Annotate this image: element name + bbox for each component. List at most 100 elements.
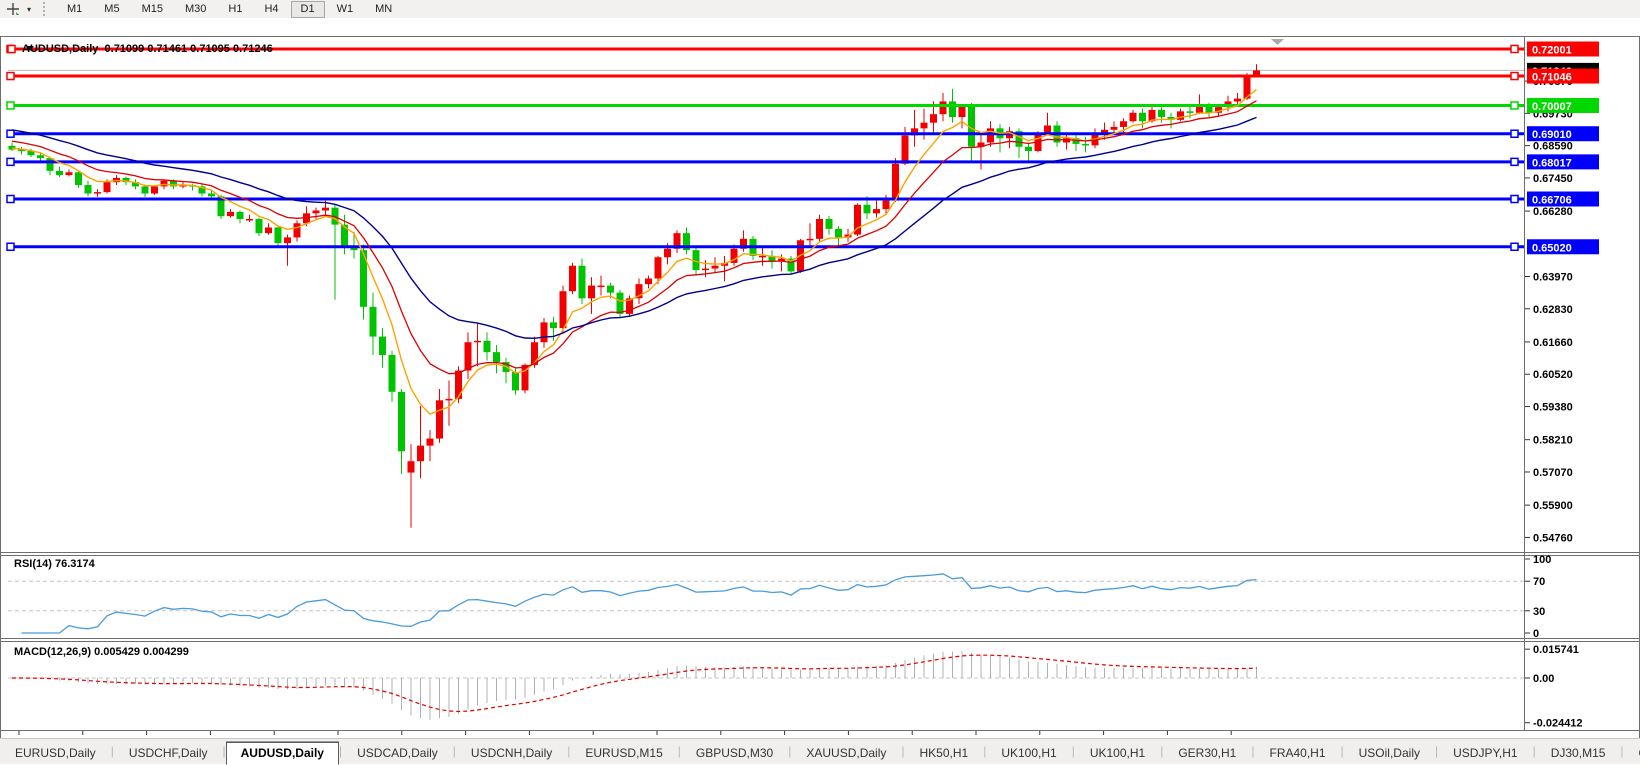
tab-separator: | [1434, 743, 1439, 758]
candle-body [350, 247, 358, 251]
candle-body [968, 105, 975, 147]
hline-handle[interactable] [1510, 71, 1519, 81]
tab-ger30-h1[interactable]: GER30,H1 [1178, 746, 1237, 760]
hline-handle[interactable] [6, 71, 15, 81]
candle-body [132, 182, 139, 187]
candle-body [170, 180, 177, 187]
tab-xauusd-daily[interactable]: XAUUSD,Daily [806, 746, 887, 760]
price-level-tag[interactable] [1527, 154, 1599, 170]
price-level-tag-label: 0.66706 [1532, 195, 1572, 207]
candle-body [730, 248, 738, 263]
tf-button-H4[interactable]: H4 [264, 2, 279, 15]
candle-body [911, 128, 918, 136]
price-tick-label: 0.62830 [1533, 304, 1573, 316]
candle-body [65, 172, 73, 176]
chevron-down-icon[interactable]: ▾ [26, 4, 31, 14]
tf-button-M1[interactable]: M1 [67, 2, 83, 15]
tab-audusd-daily[interactable]: AUDUSD,Daily [225, 742, 339, 765]
candle-body [939, 101, 947, 115]
hline-handle[interactable] [1510, 242, 1519, 252]
crosshair-icon[interactable] [3, 1, 23, 17]
chart-window: 0.708700.697300.685900.674500.662800.639… [0, 18, 1640, 756]
price-level-tag[interactable] [1527, 68, 1599, 84]
candle-body [103, 182, 111, 193]
hline-handle[interactable] [1510, 157, 1519, 167]
price-level-tag-label: 0.69010 [1532, 129, 1572, 141]
candle-body [1148, 109, 1156, 122]
candle-body [217, 196, 225, 217]
candle-body [1167, 117, 1175, 120]
tab-gbpusd-m30[interactable]: GBPUSD,M30 [695, 746, 774, 760]
toolbar-grip[interactable] [43, 2, 50, 16]
candle-body [550, 322, 557, 329]
rsi-line [21, 573, 1257, 634]
tf-button-M30[interactable]: M30 [184, 2, 207, 15]
price-tick-label: 0.61660 [1533, 337, 1573, 349]
timeframe-buttons: M1 M5 M15 M30 H1 H4 D1 W1 MN [56, 0, 403, 18]
tab-separator: | [1160, 743, 1164, 758]
candle-body [417, 445, 424, 462]
price-tick-label: 0.66280 [1533, 206, 1573, 218]
tab-usdcad-daily[interactable]: USDCAD,Daily [357, 746, 438, 760]
tab-separator: | [901, 743, 905, 758]
tab-separator: | [788, 743, 792, 758]
tab-usdchf-daily[interactable]: USDCHF,Daily [128, 746, 208, 760]
hline-handle[interactable] [1510, 194, 1519, 204]
scroll-to-end-icon[interactable] [1271, 39, 1284, 45]
candle-body [141, 186, 149, 194]
price-level-tag[interactable] [1527, 191, 1599, 207]
chart-tab-bar: EURUSD,Daily | USDCHF,Daily | AUDUSD,Daily | U… [0, 738, 1640, 765]
candle-body [1015, 131, 1023, 147]
tab-uk100-h1[interactable]: UK100,H1 [1089, 746, 1146, 760]
candle-body [949, 101, 956, 118]
tab-separator: | [338, 743, 343, 758]
price-level-tag[interactable] [1527, 97, 1599, 113]
price-level-tag[interactable] [1527, 239, 1599, 255]
tf-button-H1[interactable]: H1 [228, 2, 243, 15]
price-tick-label: 0.55900 [1533, 500, 1573, 512]
candle-body [94, 192, 101, 194]
macd-tick-label: 0.00 [1533, 673, 1554, 685]
candle-body [369, 306, 377, 337]
tab-dj30-m15[interactable]: DJ30,M15 [1550, 746, 1606, 760]
price-level-tag[interactable] [1527, 41, 1599, 57]
tab-eurusd-daily[interactable]: EURUSD,Daily [15, 746, 96, 760]
candle-body [512, 371, 519, 391]
hline-handle[interactable] [1510, 129, 1519, 138]
candle-body [1129, 112, 1137, 122]
tf-button-D1[interactable]: D1 [290, 0, 325, 18]
tf-button-MN[interactable]: MN [375, 2, 393, 15]
tab-eurusd-m15[interactable]: EURUSD,M15 [585, 746, 663, 760]
tab-uk100-h1[interactable]: UK100,H1 [1001, 746, 1057, 760]
hline-handle[interactable] [6, 101, 15, 110]
tab-hk50-h1[interactable]: HK50,H1 [919, 746, 969, 760]
candle-body [246, 219, 253, 221]
hline-handle[interactable] [1510, 44, 1519, 54]
hline-handle[interactable] [7, 44, 16, 54]
tab-usoil-daily[interactable]: USOil,Daily [1358, 746, 1420, 760]
candle-body [208, 193, 215, 197]
tab-separator: | [677, 743, 681, 758]
tab-usdjpy-h1[interactable]: USDJPY,H1 [1453, 746, 1518, 760]
candle-body [521, 364, 529, 391]
hline-handle[interactable] [6, 194, 15, 204]
price-level-tag[interactable] [1527, 126, 1599, 142]
candle-body [312, 210, 320, 214]
hline-handle[interactable] [6, 157, 15, 167]
tab-fra40-h1[interactable]: FRA40,H1 [1269, 746, 1326, 760]
tf-button-M5[interactable]: M5 [104, 2, 120, 15]
candle-body [398, 391, 405, 452]
candle-body [768, 255, 776, 262]
hline-handle[interactable] [1510, 101, 1519, 110]
price-level-tag-label: 0.68017 [1532, 157, 1572, 169]
hline-handle[interactable] [6, 242, 15, 252]
tab-usdcnh-daily[interactable]: USDCNH,Daily [470, 746, 553, 760]
tab-china300-h4[interactable]: CHINA300,H4 [1624, 742, 1640, 764]
price-level-tag-label: 0.71046 [1532, 72, 1572, 84]
candle-body [740, 238, 747, 249]
tf-button-W1[interactable]: W1 [336, 2, 354, 15]
tf-button-M15[interactable]: M15 [141, 2, 163, 15]
hline-handle[interactable] [6, 129, 15, 138]
tab-separator: | [1340, 743, 1344, 758]
candle-body [1243, 74, 1251, 99]
